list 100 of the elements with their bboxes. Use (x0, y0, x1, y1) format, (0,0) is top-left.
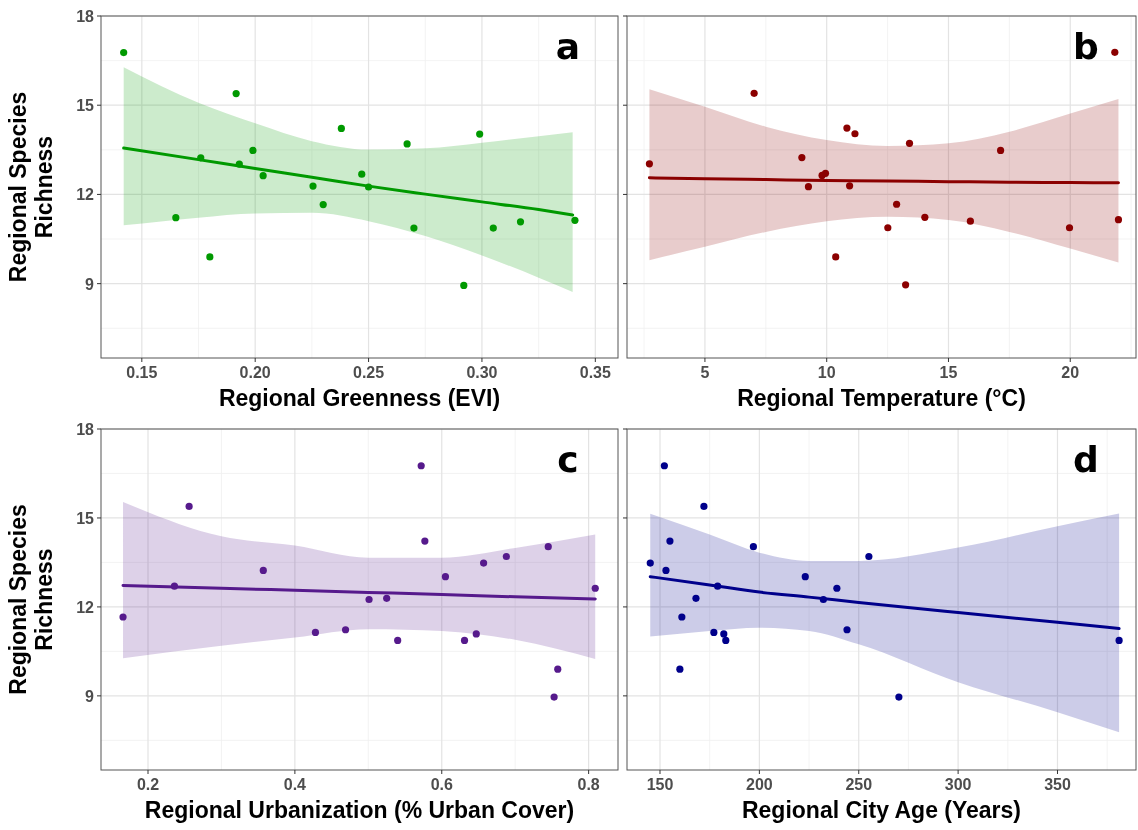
point (460, 636, 469, 645)
line-series (121, 584, 597, 601)
point (410, 224, 418, 232)
point (383, 594, 391, 602)
point (905, 139, 914, 147)
point (833, 584, 841, 592)
x-tick-label: 0.35 (579, 364, 611, 381)
point (660, 462, 668, 470)
point (441, 573, 450, 581)
point (722, 636, 730, 645)
point (996, 146, 1005, 155)
point (502, 552, 510, 561)
point (966, 217, 974, 225)
x-tick-label: 0.25 (353, 364, 385, 381)
point (821, 169, 830, 177)
point (819, 595, 827, 604)
point (798, 153, 806, 162)
x-tick-label: 20 (1061, 364, 1080, 381)
point (232, 90, 240, 98)
x-axis-title: Regional Greenness (EVI) (218, 385, 501, 411)
point (311, 628, 320, 637)
point (259, 172, 267, 180)
point (417, 462, 425, 470)
point (832, 253, 840, 261)
point (700, 502, 708, 510)
point (476, 130, 484, 138)
point (235, 160, 243, 168)
point (804, 183, 813, 191)
point (358, 170, 366, 178)
point (120, 48, 128, 57)
y-tick-label: 18 (76, 8, 95, 25)
point (550, 693, 558, 701)
point (692, 594, 700, 602)
x-tick-label: 300 (944, 776, 972, 793)
x-tick-label: 0.30 (466, 364, 498, 381)
x-axis-title: Regional Temperature (°C) (737, 385, 1026, 411)
y-tick-label: 12 (76, 186, 95, 204)
y-tick-label: 18 (76, 421, 95, 438)
y-axis-title: Regional Species Richness (5, 504, 57, 695)
point (646, 559, 654, 567)
point (676, 665, 684, 673)
point (341, 626, 350, 634)
point (1114, 216, 1123, 224)
point (750, 89, 758, 97)
x-axis-title: Regional Urbanization (% Urban Cover) (144, 797, 575, 823)
x-tick-label: 200 (746, 776, 773, 793)
point (884, 224, 892, 232)
point (893, 200, 901, 208)
point (865, 552, 873, 561)
point (172, 214, 180, 222)
point (516, 218, 525, 226)
point (206, 253, 214, 261)
y-axis-title: Regional Species Richness (5, 91, 57, 283)
x-axis-title: Regional City Age (Years) (741, 797, 1022, 823)
point (1115, 636, 1123, 645)
point (421, 537, 429, 545)
point (460, 281, 468, 290)
x-tick-label: 0.6 (430, 776, 453, 793)
point (544, 543, 552, 551)
point (197, 154, 205, 162)
y-tick-label: 15 (76, 97, 95, 115)
x-tick-label: 250 (845, 776, 873, 793)
point (902, 281, 910, 289)
x-tick-label: 150 (646, 776, 674, 793)
point (337, 124, 345, 133)
x-tick-label: 0.15 (126, 364, 158, 381)
x-tick-label: 0.8 (577, 776, 600, 793)
point (554, 665, 562, 673)
point (259, 566, 267, 575)
point (843, 626, 851, 634)
point (662, 566, 670, 575)
chart-title: b (1073, 26, 1099, 67)
point (364, 183, 373, 191)
x-tick-label: 15 (939, 364, 958, 381)
point (489, 224, 497, 232)
point (472, 630, 480, 638)
chart-title: a (555, 26, 581, 67)
point (714, 582, 722, 590)
x-tick-label: 350 (1044, 776, 1071, 793)
point (1065, 224, 1074, 232)
y-tick-label: 9 (85, 687, 95, 705)
point (309, 182, 317, 190)
point (365, 595, 373, 604)
point (801, 573, 809, 581)
x-tick-label: 5 (700, 364, 710, 381)
x-tick-label: 0.20 (239, 364, 271, 381)
point (319, 200, 327, 209)
point (249, 146, 257, 155)
point (185, 502, 193, 510)
y-tick-label: 15 (76, 509, 95, 527)
x-tick-label: 0.4 (283, 776, 307, 793)
point (480, 559, 488, 567)
point (403, 140, 411, 148)
point (921, 213, 929, 221)
point (1111, 48, 1119, 56)
point (666, 537, 674, 545)
point (749, 543, 758, 551)
point (720, 630, 728, 638)
point (843, 124, 851, 132)
point (571, 216, 579, 224)
